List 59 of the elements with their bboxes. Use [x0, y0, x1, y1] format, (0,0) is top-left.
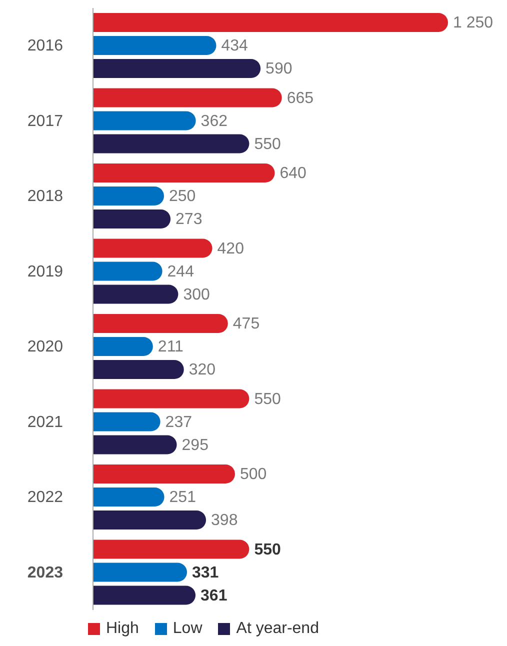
bar [93, 111, 196, 130]
legend-label: Low [172, 620, 202, 638]
y-tick-label: 2016 [27, 38, 64, 55]
bar [93, 314, 228, 333]
data-label: 640 [280, 165, 307, 182]
bar [93, 284, 178, 304]
bar [93, 13, 448, 32]
bar [93, 586, 196, 605]
y-tick-label: 2023 [27, 564, 64, 582]
bar [93, 389, 250, 408]
y-tick-label: 2020 [27, 338, 64, 356]
bar [93, 435, 177, 454]
bar [93, 510, 206, 530]
bar [93, 360, 184, 379]
bar [93, 88, 282, 108]
data-label: 500 [240, 466, 267, 483]
data-label: 362 [200, 112, 228, 130]
bar [93, 562, 188, 582]
bar [93, 36, 216, 55]
bar [93, 412, 160, 432]
data-label: 295 [182, 436, 209, 454]
data-label: 434 [221, 38, 248, 54]
legend-label: At year-end [235, 620, 319, 638]
data-label: 665 [286, 90, 314, 107]
data-label: 211 [158, 338, 184, 356]
y-tick-label: 2022 [27, 489, 64, 506]
data-label: 237 [165, 414, 192, 431]
bar [93, 464, 235, 484]
bar [93, 164, 275, 182]
data-label: 331 [192, 564, 219, 582]
y-tick-label: 2017 [27, 112, 64, 130]
data-label: 251 [169, 489, 196, 506]
y-tick-label: 2021 [27, 414, 64, 431]
data-label: 550 [254, 136, 281, 153]
data-label: 250 [169, 188, 196, 205]
bar [93, 134, 250, 154]
data-label: 420 [217, 240, 244, 258]
data-label: 550 [254, 390, 281, 408]
bar [93, 337, 153, 356]
data-label: 550 [254, 541, 281, 558]
bar [93, 186, 164, 206]
y-tick-label: 2018 [27, 188, 64, 206]
bar [93, 238, 212, 258]
data-label: 1 250 [453, 14, 494, 32]
data-label: 361 [200, 587, 228, 604]
data-label: 273 [176, 211, 202, 228]
data-label: 590 [266, 60, 292, 78]
y-tick-label: 2019 [27, 263, 64, 280]
bar [93, 488, 164, 506]
bar [93, 540, 250, 559]
data-label: 398 [211, 512, 238, 529]
bar [93, 59, 261, 78]
data-label: 244 [167, 263, 194, 280]
bar [93, 210, 171, 228]
legend-label: High [105, 620, 139, 638]
data-label: 320 [188, 362, 216, 378]
data-label: 300 [183, 286, 210, 304]
bar [93, 262, 162, 281]
data-label: 475 [232, 316, 260, 332]
